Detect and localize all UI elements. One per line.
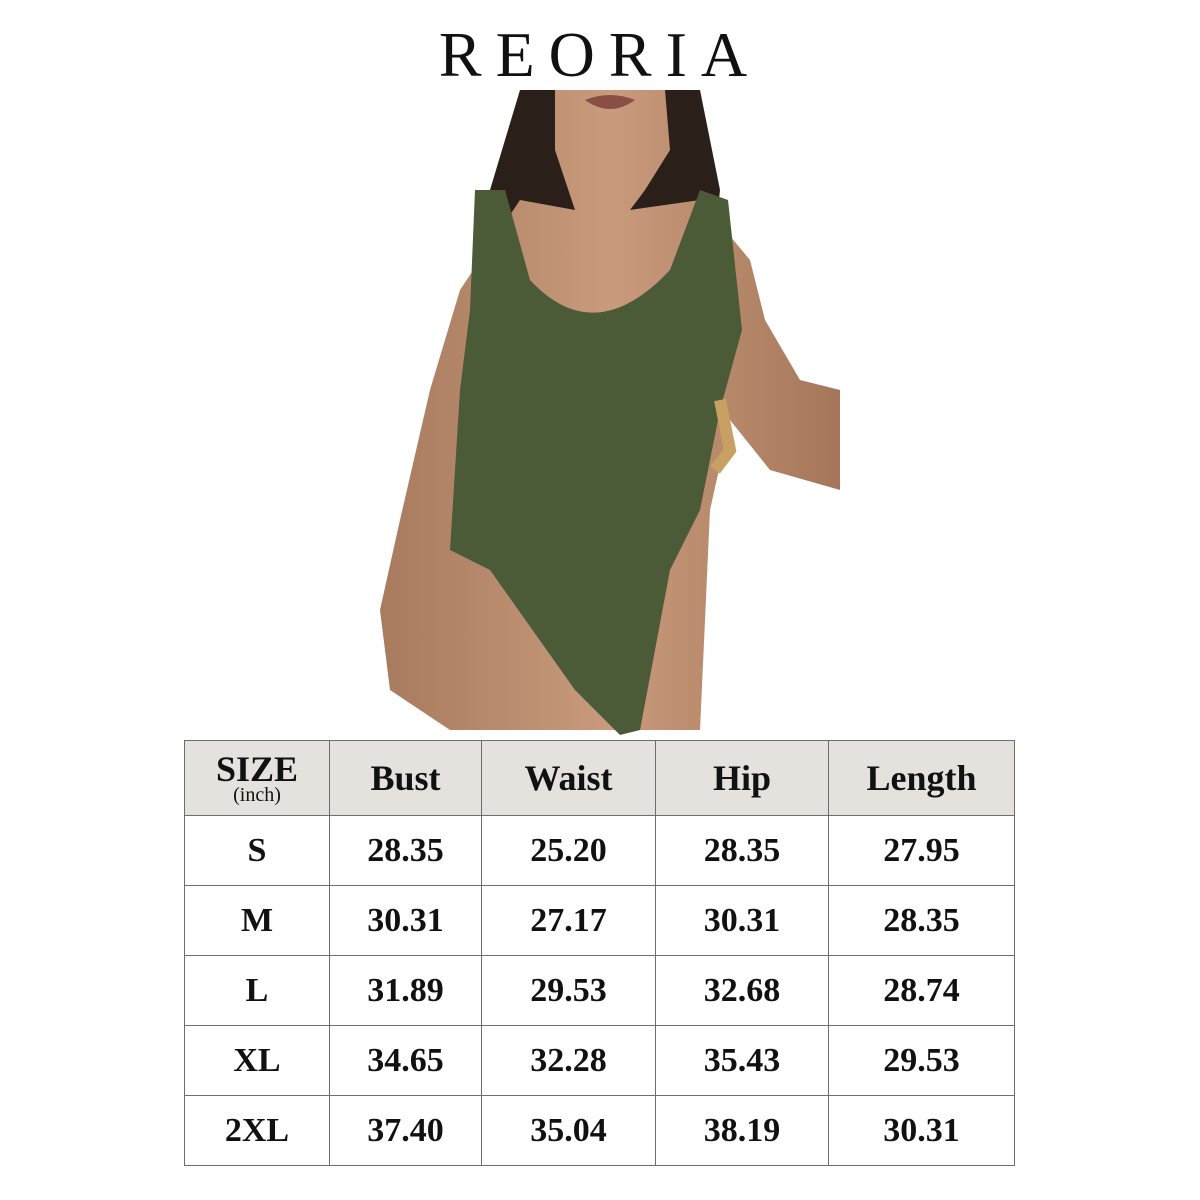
measurement-cell: 25.20 <box>481 815 656 886</box>
measurement-cell: 30.31 <box>828 1095 1015 1166</box>
table-row: XL 34.65 32.28 35.43 29.53 <box>184 1025 1015 1096</box>
size-cell: 2XL <box>184 1095 330 1166</box>
measurement-cell: 30.31 <box>655 885 829 956</box>
unit-label: (inch) <box>233 784 281 806</box>
table-row: M 30.31 27.17 30.31 28.35 <box>184 885 1015 956</box>
measurement-cell: 28.35 <box>828 885 1015 956</box>
size-label: SIZE <box>215 749 299 789</box>
measurement-cell: 27.95 <box>828 815 1015 886</box>
header-size: SIZE (inch) <box>184 740 330 816</box>
measurement-cell: 29.53 <box>828 1025 1015 1096</box>
measurement-cell: 34.65 <box>329 1025 482 1096</box>
size-chart-table: SIZE (inch) Bust Waist Hip Length S 28.35 2… <box>184 740 1015 1166</box>
measurement-cell: 28.74 <box>828 955 1015 1026</box>
measurement-cell: 28.35 <box>655 815 829 886</box>
size-cell: XL <box>184 1025 330 1096</box>
bracelet <box>710 398 737 474</box>
measurement-cell: 29.53 <box>481 955 656 1026</box>
table-row: L 31.89 29.53 32.68 28.74 <box>184 955 1015 1026</box>
measurement-cell: 35.43 <box>655 1025 829 1096</box>
table-body: S 28.35 25.20 28.35 27.95 M 30.31 27.17 30.31 28.… <box>184 815 1015 1166</box>
measurement-cell: 35.04 <box>481 1095 656 1166</box>
size-cell: S <box>184 815 330 886</box>
measurement-cell: 37.40 <box>329 1095 482 1166</box>
header-hip: Hip <box>655 740 829 816</box>
measurement-cell: 30.31 <box>329 885 482 956</box>
lips <box>585 95 635 109</box>
measurement-cell: 38.19 <box>655 1095 829 1166</box>
table-header-row: SIZE (inch) Bust Waist Hip Length <box>184 740 1015 816</box>
model-photo <box>380 90 840 735</box>
measurement-cell: 32.68 <box>655 955 829 1026</box>
size-cell: L <box>184 955 330 1026</box>
measurement-cell: 32.28 <box>481 1025 656 1096</box>
header-length: Length <box>828 740 1015 816</box>
table-row: 2XL 37.40 35.04 38.19 30.31 <box>184 1095 1015 1166</box>
table-row: S 28.35 25.20 28.35 27.95 <box>184 815 1015 886</box>
brand-logo: REORIA <box>438 19 762 90</box>
header-waist: Waist <box>481 740 656 816</box>
measurement-cell: 28.35 <box>329 815 482 886</box>
header-bust: Bust <box>329 740 482 816</box>
measurement-cell: 27.17 <box>481 885 656 956</box>
size-cell: M <box>184 885 330 956</box>
bodysuit <box>450 190 742 735</box>
measurement-cell: 31.89 <box>329 955 482 1026</box>
